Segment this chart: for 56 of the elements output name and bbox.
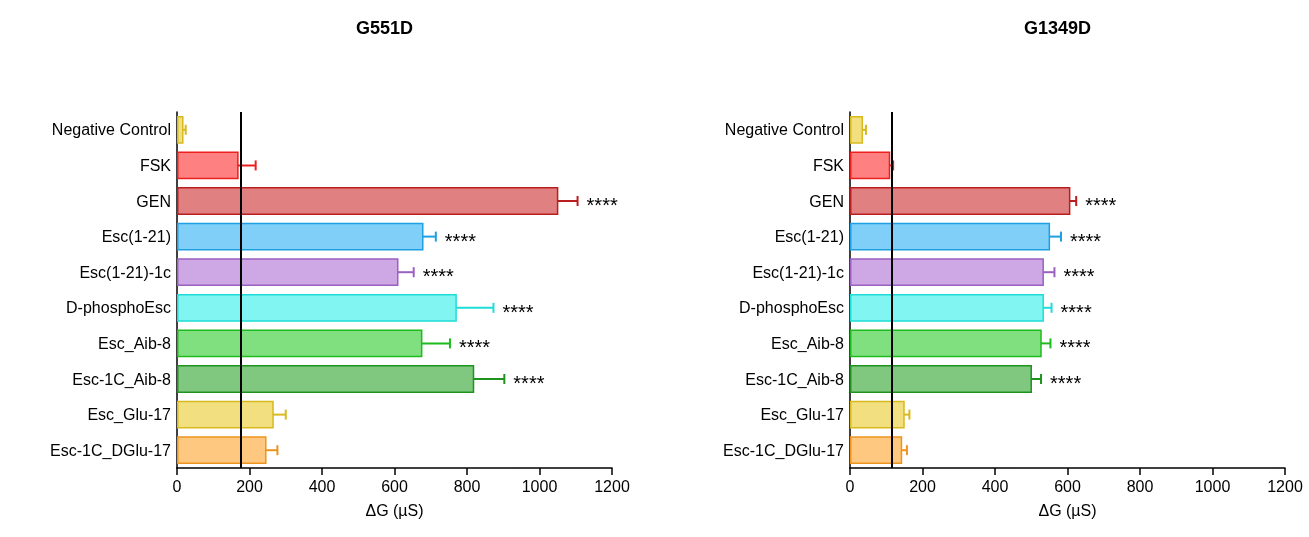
annotation: ****: [1063, 265, 1095, 288]
x-tick-label: 1200: [1267, 477, 1303, 495]
y-tick-label: D-phosphoEsc: [739, 299, 844, 317]
annotation: ****: [502, 300, 534, 323]
annotation: ****: [444, 229, 477, 252]
y-tick-label: Esc(1-21): [101, 228, 171, 246]
x-tick-label: 200: [236, 477, 263, 495]
bar: [850, 436, 903, 465]
y-tick-label: Esc-1C_Aib-8: [72, 370, 172, 389]
annotation: ****: [586, 194, 618, 216]
bar: [177, 115, 184, 144]
annotation: ****: [1060, 300, 1092, 323]
x-tick-label: 600: [381, 477, 408, 495]
x-axis-title: ΔG (µS): [365, 501, 424, 519]
y-tick-label: GEN: [136, 192, 171, 210]
y-tick-label: Esc_Aib-8: [771, 334, 845, 353]
x-tick-label: 1000: [1194, 477, 1231, 495]
y-tick-label: FSK: [139, 156, 172, 174]
x-tick-label: 400: [981, 477, 1009, 495]
bar: [850, 400, 905, 429]
bar: [850, 187, 1071, 215]
x-tick-label: 600: [1054, 477, 1081, 495]
bar: [850, 115, 864, 144]
annotation: ****: [1050, 372, 1082, 394]
x-tick-label: 1000: [521, 477, 558, 495]
chart-title: G1349D: [1023, 18, 1092, 38]
y-tick-label: D-phosphoEsc: [66, 299, 171, 317]
y-tick-label: Esc-1C_DGlu-17: [50, 441, 172, 460]
y-tick-label: Esc(1-21)-1c: [752, 263, 844, 281]
annotation: ****: [513, 372, 545, 394]
annotation: ****: [1085, 194, 1117, 216]
x-tick-label: 800: [453, 477, 481, 495]
y-tick-label: Esc-1C_Aib-8: [745, 370, 845, 389]
y-tick-label: Esc_Aib-8: [98, 334, 172, 353]
y-tick-label: GEN: [809, 192, 844, 210]
bar: [850, 151, 891, 180]
x-axis-title: ΔG (µS): [1038, 501, 1097, 519]
y-tick-label: Negative Control: [51, 121, 171, 139]
y-tick-label: FSK: [812, 156, 845, 174]
x-tick-label: 0: [845, 477, 855, 495]
x-tick-label: 400: [308, 477, 336, 495]
annotation: ****: [1059, 336, 1091, 359]
annotation: ****: [458, 336, 491, 359]
x-tick-label: 800: [1126, 477, 1154, 495]
y-tick-label: Esc(1-21)-1c: [79, 263, 171, 281]
y-tick-label: Negative Control: [724, 121, 844, 139]
y-tick-label: Esc-1C_DGlu-17: [723, 441, 845, 460]
x-tick-label: 1200: [594, 477, 630, 495]
y-tick-label: Esc(1-21): [774, 228, 844, 246]
y-tick-label: Esc_Glu-17: [760, 406, 845, 425]
annotation: ****: [422, 265, 455, 288]
x-tick-label: 0: [172, 477, 182, 495]
annotation: ****: [1069, 229, 1102, 252]
chart-title: G551D: [355, 18, 414, 38]
x-tick-label: 200: [909, 477, 936, 495]
y-tick-label: Esc_Glu-17: [87, 406, 172, 425]
